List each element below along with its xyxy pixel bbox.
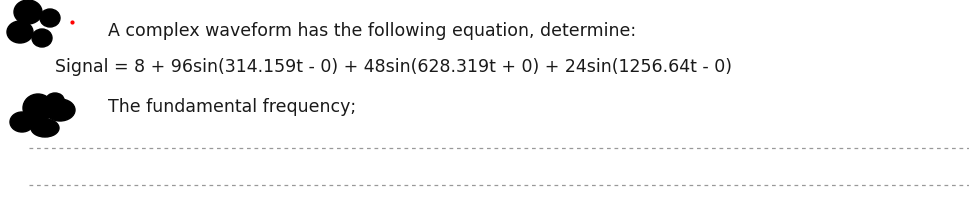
Ellipse shape bbox=[23, 94, 53, 122]
Text: A complex waveform has the following equation, determine:: A complex waveform has the following equ… bbox=[108, 22, 636, 40]
Ellipse shape bbox=[32, 29, 52, 47]
Text: The fundamental frequency;: The fundamental frequency; bbox=[108, 98, 357, 116]
Ellipse shape bbox=[45, 99, 75, 121]
Ellipse shape bbox=[40, 9, 60, 27]
Ellipse shape bbox=[7, 21, 33, 43]
Ellipse shape bbox=[10, 112, 34, 132]
Ellipse shape bbox=[14, 0, 42, 24]
Ellipse shape bbox=[31, 119, 59, 137]
Ellipse shape bbox=[46, 93, 64, 107]
Text: Signal = 8 + 96sin(314.159t - 0) + 48sin(628.319t + 0) + 24sin(1256.64t - 0): Signal = 8 + 96sin(314.159t - 0) + 48sin… bbox=[55, 58, 732, 76]
